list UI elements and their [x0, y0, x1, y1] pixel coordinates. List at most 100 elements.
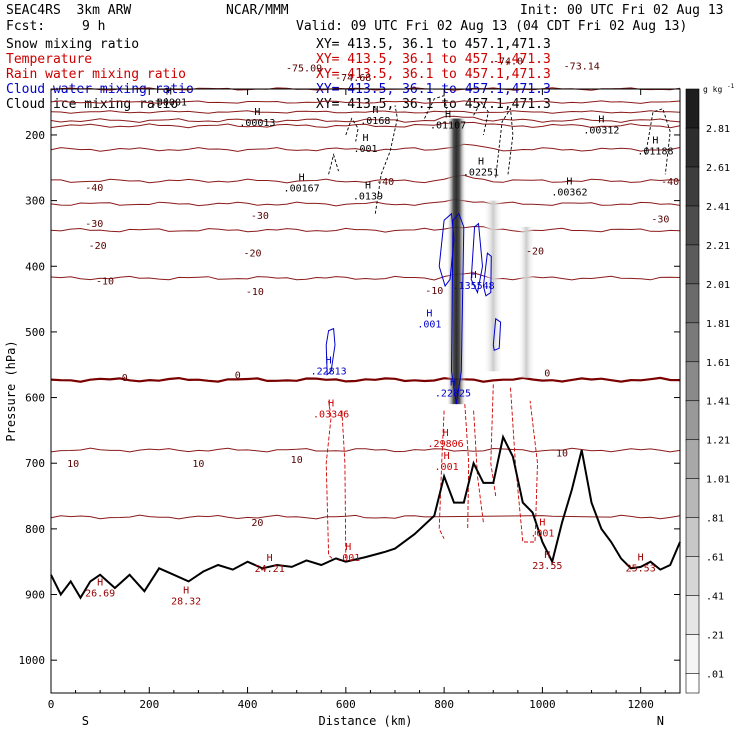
- rain-extreme-value: .29806: [428, 439, 464, 450]
- colorbar-tick-label: 1.41: [706, 397, 730, 408]
- colorbar-tick-label: 1.81: [706, 319, 730, 330]
- colorbar-tick-label: 1.21: [706, 436, 730, 447]
- rain-contour: [464, 404, 470, 529]
- temperature-label: -75.09: [286, 63, 322, 74]
- snow-extreme-value: .00001: [151, 97, 187, 108]
- rain-contour: [341, 410, 347, 559]
- snow-extreme-kind: H: [362, 133, 368, 144]
- surface-temperature-extreme-kind: H: [638, 553, 644, 564]
- x-tick-label: 1000: [529, 698, 556, 711]
- rain-extreme-kind: H: [539, 518, 545, 529]
- cloud-ice-core-secondary: [483, 200, 504, 372]
- surface-temperature-extreme-kind: H: [267, 553, 273, 564]
- surface-temperature-extreme-value: 26.69: [85, 588, 115, 599]
- legend-label-rain: Rain water mixing ratio: [6, 67, 187, 82]
- model-title: SEAC4RS 3km ARW: [6, 3, 132, 18]
- colorbar-segment: [685, 673, 700, 694]
- legend-xy-rain: XY= 413.5, 36.1 to 457.1,471.3: [316, 67, 551, 82]
- x-tick-label: 400: [238, 698, 258, 711]
- colorbar-segment: [685, 517, 700, 558]
- temperature-label: -20: [243, 248, 261, 259]
- colorbar-segment: [685, 439, 700, 480]
- snow-extreme-kind: H: [299, 172, 305, 183]
- colorbar-segment: [685, 400, 700, 441]
- snow-extreme-value: .0168: [360, 116, 390, 127]
- y-tick-label: 600: [25, 392, 45, 405]
- rain-extreme-value: .03346: [313, 409, 349, 420]
- rain-contour: [438, 410, 445, 539]
- isotherm--30: [50, 198, 681, 207]
- temperature-label: 0: [544, 369, 550, 380]
- cloud-water-contour: [438, 212, 455, 288]
- plot-frame: [50, 88, 681, 694]
- snow-extreme-value: .01107: [430, 120, 466, 131]
- snow-contour: [345, 117, 359, 142]
- cloud-water-extreme-kind: H: [471, 270, 477, 281]
- surface-temperature-extreme-kind: H: [97, 577, 103, 588]
- snow-contour: [328, 153, 339, 175]
- surface-temperature-extreme-value: 23.55: [532, 561, 562, 572]
- rain-extreme-value: .001: [336, 553, 360, 564]
- cloud-water-extreme-value: .22813: [311, 367, 347, 378]
- temperature-label: -20: [89, 241, 107, 252]
- colorbar-tick-label: 2.81: [706, 124, 730, 135]
- colorbar-tick-label: .01: [706, 670, 724, 681]
- cloud-water-extreme-kind: H: [450, 377, 456, 388]
- temperature-label: -20: [526, 246, 544, 257]
- cloud-water-extreme-value: .135548: [453, 281, 495, 292]
- temperature-label: 0: [122, 373, 128, 384]
- cloud-water-contour: [451, 212, 465, 405]
- y-tick-label: 900: [25, 589, 45, 602]
- isotherm--50: [50, 143, 681, 152]
- legend-label-snow: Snow mixing ratio: [6, 37, 140, 52]
- temperature-label: -40: [661, 177, 679, 188]
- y-tick-label: 700: [25, 457, 45, 470]
- snow-extreme-kind: H: [598, 115, 604, 126]
- forecast-hour: 9 h: [82, 19, 106, 34]
- cloud-water-contour: [492, 317, 502, 351]
- legend-label-temperature: Temperature: [6, 52, 93, 67]
- legend-xy-temperature: XY= 413.5, 36.1 to 457.1,471.3: [316, 52, 551, 67]
- colorbar-tick-label: .41: [706, 592, 724, 603]
- snow-extreme-kind: H: [365, 180, 371, 191]
- temperature-label: -40: [85, 183, 103, 194]
- snow-extreme-kind: H: [478, 157, 484, 168]
- colorbar-unit-exponent: -1: [727, 83, 735, 90]
- colorbar-tick-label: .81: [706, 514, 724, 525]
- terrain-line: [50, 433, 681, 600]
- cloud-water-contour: [470, 222, 484, 295]
- colorbar-segment: [685, 634, 700, 675]
- rain-extreme-value: .001: [435, 462, 459, 473]
- legend-xy-cloud-ice: XY= 413.5, 36.1 to 457.1,471.3: [316, 97, 551, 112]
- snow-extreme-value: .001: [353, 144, 377, 155]
- snow-contour: [374, 105, 398, 214]
- isotherm-10: [50, 447, 681, 453]
- y-tick-label: 200: [25, 129, 45, 142]
- temperature-label: -40: [376, 177, 394, 188]
- colorbar-tick-label: 2.61: [706, 163, 730, 174]
- cloud-water-extreme-value: .001: [417, 319, 441, 330]
- snow-extreme-kind: H: [445, 109, 451, 120]
- snow-extreme-value: .00362: [551, 187, 587, 198]
- colorbar-segment: [685, 127, 700, 168]
- y-tick-label: 500: [25, 326, 45, 339]
- x-tick-label: 800: [434, 698, 454, 711]
- x-tick-label: 0: [48, 698, 55, 711]
- colorbar-segment: [685, 595, 700, 636]
- y-axis-label: Pressure (hPa): [4, 340, 18, 441]
- rain-contour: [325, 400, 333, 559]
- colorbar-segment: [685, 283, 700, 324]
- temperature-label: -74.68: [335, 73, 371, 84]
- temperature-label: 0: [235, 371, 241, 382]
- temperature-label: -30: [251, 211, 269, 222]
- colorbar-segment: [685, 556, 700, 597]
- x-tick-label: 600: [336, 698, 356, 711]
- temperature-label: 10: [556, 449, 568, 460]
- temperature-label: 10: [291, 455, 303, 466]
- cloud-water-extreme-kind: H: [426, 308, 432, 319]
- cloud-water-contour: [325, 327, 336, 376]
- snow-extreme-kind: H: [372, 105, 378, 116]
- colorbar-segment: [685, 205, 700, 246]
- colorbar-segment: [685, 88, 700, 129]
